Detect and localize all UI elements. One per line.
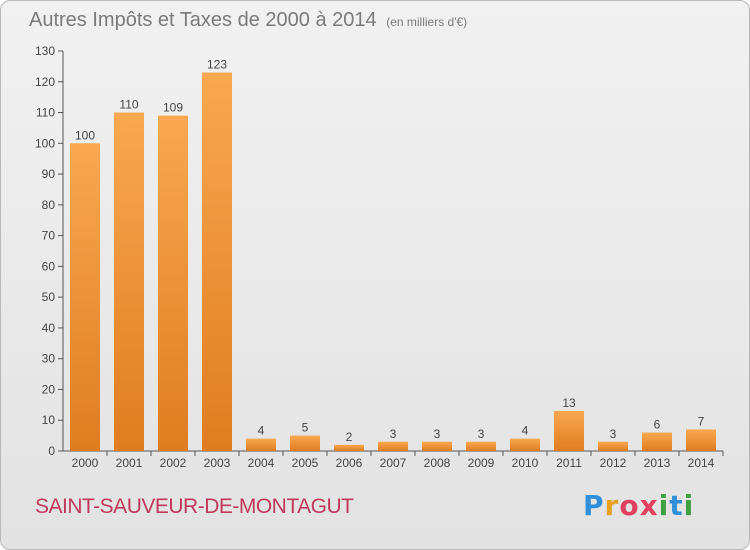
x-tick-label: 2014 — [688, 456, 715, 470]
y-tick-label: 130 — [35, 44, 55, 58]
bar-value-label: 110 — [119, 98, 138, 112]
x-tick-label: 2010 — [512, 456, 539, 470]
bar — [642, 432, 672, 451]
bar — [246, 438, 276, 451]
bar-value-label: 3 — [610, 427, 617, 441]
x-tick-label: 2003 — [204, 456, 231, 470]
chart-unit-note: (en milliers d'€) — [386, 15, 468, 29]
logo-letter: o — [619, 489, 640, 522]
bar — [158, 115, 188, 451]
y-tick-label: 110 — [36, 106, 55, 120]
x-tick-label: 2002 — [160, 456, 187, 470]
y-tick-label: 100 — [35, 136, 55, 150]
chart-title: Autres Impôts et Taxes de 2000 à 2014 (e… — [29, 9, 467, 32]
bar-value-label: 3 — [434, 427, 441, 441]
x-tick-label: 2008 — [424, 456, 451, 470]
x-tick-label: 2001 — [116, 456, 143, 470]
bar-value-label: 5 — [302, 421, 309, 435]
bar-value-label: 13 — [562, 396, 576, 410]
y-tick-label: 80 — [42, 198, 56, 212]
logo-letter: t — [669, 489, 684, 522]
bar — [422, 441, 452, 451]
chart-title-text: Autres Impôts et Taxes de 2000 à 2014 — [29, 9, 377, 31]
x-tick-label: 2009 — [468, 456, 495, 470]
bar — [334, 444, 364, 451]
y-tick-label: 50 — [42, 290, 56, 304]
y-tick-label: 30 — [42, 352, 56, 366]
commune-name: SAINT-SAUVEUR-DE-MONTAGUT — [35, 495, 354, 518]
bar-value-label: 7 — [698, 414, 705, 428]
bar-value-label: 6 — [654, 418, 661, 432]
bar — [510, 438, 540, 451]
y-tick-label: 90 — [42, 167, 56, 181]
x-tick-label: 2006 — [336, 456, 363, 470]
y-tick-label: 70 — [42, 229, 56, 243]
bar-value-label: 3 — [478, 427, 485, 441]
bar-value-label: 3 — [390, 427, 397, 441]
x-tick-label: 2000 — [72, 456, 99, 470]
bar — [598, 441, 628, 451]
x-tick-label: 2004 — [248, 456, 275, 470]
logo-letter: r — [604, 489, 620, 522]
bar-value-label: 100 — [75, 128, 95, 142]
x-tick-label: 2005 — [292, 456, 319, 470]
bar — [554, 411, 584, 451]
bar — [466, 441, 496, 451]
x-tick-label: 2007 — [380, 456, 407, 470]
proxiti-logo: Proxiti — [583, 489, 694, 522]
bar — [378, 441, 408, 451]
y-tick-label: 0 — [48, 444, 55, 458]
logo-letter: i — [658, 489, 670, 522]
logo-letter: x — [639, 489, 659, 522]
bar-value-label: 2 — [346, 430, 353, 444]
chart-value-labels: 100 110 109 123 4 5 2 3 3 3 4 13 3 6 7 — [75, 58, 705, 444]
bar — [114, 112, 144, 452]
y-tick-label: 20 — [42, 382, 56, 396]
bar — [202, 72, 232, 452]
bar — [290, 435, 320, 451]
bar-value-label: 4 — [258, 424, 265, 438]
bar-value-label: 123 — [207, 58, 227, 72]
chart-bars — [70, 72, 716, 452]
x-tick-label: 2011 — [556, 456, 582, 470]
y-tick-label: 60 — [42, 259, 56, 273]
x-tick-label: 2012 — [600, 456, 627, 470]
x-tick-label: 2013 — [644, 456, 671, 470]
bar-value-label: 109 — [163, 101, 183, 115]
logo-letter: P — [583, 489, 605, 522]
bar-value-label: 4 — [522, 424, 529, 438]
y-tick-label: 40 — [42, 321, 56, 335]
y-tick-label: 10 — [42, 413, 56, 427]
bar — [686, 429, 716, 451]
logo-letter: i — [683, 489, 695, 522]
bar — [70, 143, 100, 452]
y-tick-label: 120 — [35, 75, 55, 89]
